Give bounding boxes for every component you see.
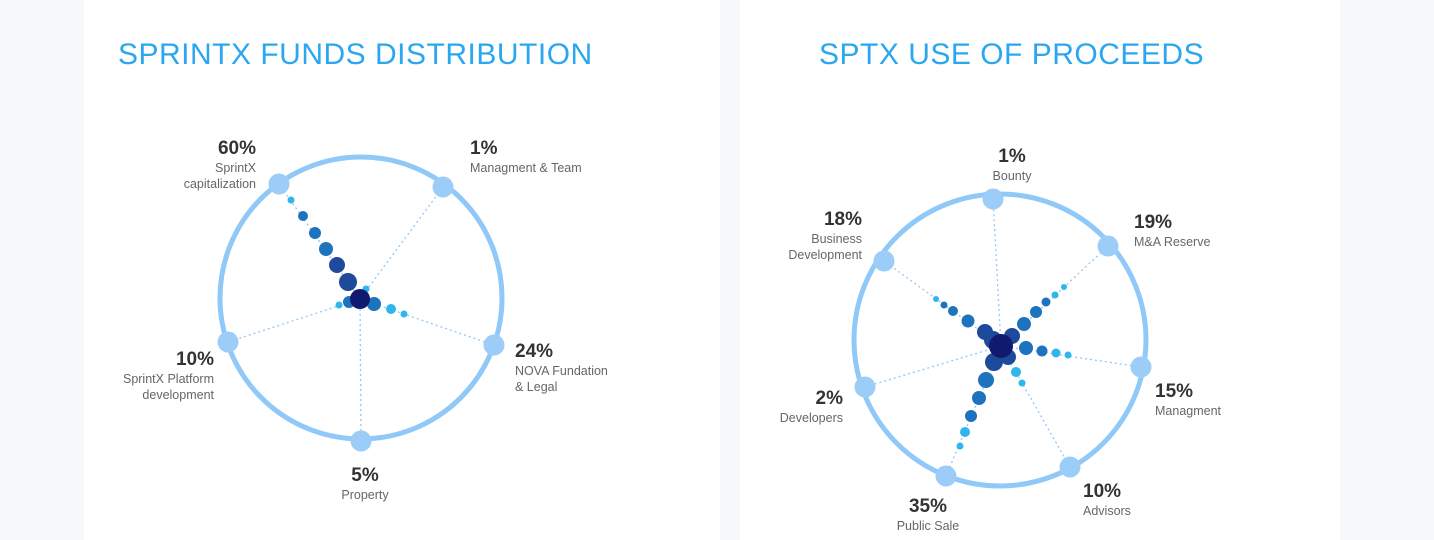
arm-dot — [400, 310, 408, 318]
arm-dot — [386, 304, 396, 314]
right-chart-panel — [740, 0, 1340, 540]
slice-label: SprintX Platform — [123, 372, 214, 386]
slice-node — [432, 176, 454, 198]
slice-percent: 1% — [470, 138, 498, 159]
arm-dot — [972, 391, 986, 405]
slice-node — [1097, 235, 1119, 257]
arm-dot — [948, 306, 958, 316]
connector-line — [1000, 345, 1071, 468]
arm-dot — [319, 242, 333, 256]
connector-line — [992, 198, 1002, 347]
slice-percent: 10% — [1083, 481, 1121, 502]
slice-label: Public Sale — [897, 519, 960, 533]
slice-node — [1059, 456, 1081, 478]
center-dot — [350, 289, 370, 309]
arm-dot — [309, 227, 321, 239]
arm-dot — [367, 297, 381, 311]
slice-percent: 19% — [1134, 212, 1172, 233]
connector-line — [359, 298, 495, 346]
slice-label: Managment — [1155, 404, 1222, 418]
slice-percent: 10% — [176, 349, 214, 370]
arm-dot — [940, 301, 948, 309]
arm-dot — [978, 372, 994, 388]
arm-dot — [298, 211, 308, 221]
slice-label: Development — [788, 248, 862, 262]
arm-dot — [1019, 341, 1033, 355]
slice-percent: 60% — [218, 138, 256, 159]
slice-label: Developers — [780, 411, 843, 425]
connector-line — [359, 298, 362, 442]
arm-dot — [335, 301, 343, 309]
left-chart-panel — [84, 0, 720, 540]
arm-dot — [1018, 379, 1026, 387]
slice-node — [268, 173, 290, 195]
slice-label: & Legal — [515, 380, 557, 394]
slice-label: Bounty — [993, 169, 1033, 183]
arm-dot — [956, 442, 964, 450]
connector-line — [278, 183, 361, 300]
slice-label: SprintX — [215, 161, 257, 175]
slice-node — [483, 334, 505, 356]
connector-line — [883, 260, 1002, 347]
slice-percent: 2% — [816, 388, 844, 409]
connector-line — [864, 345, 1002, 388]
arm-dot — [329, 257, 345, 273]
arm-dot — [1041, 297, 1051, 307]
connector-line — [359, 186, 444, 300]
slice-label: Managment & Team — [470, 161, 582, 175]
slice-label: development — [142, 388, 214, 402]
arm-dot — [1011, 367, 1021, 377]
slice-node — [854, 376, 876, 398]
slice-label: M&A Reserve — [1134, 235, 1210, 249]
slice-node — [873, 250, 895, 272]
arm-dot — [287, 196, 295, 204]
arm-dot — [1017, 317, 1031, 331]
arm-dot — [1030, 306, 1042, 318]
slice-label: capitalization — [184, 177, 256, 191]
slice-label: Business — [811, 232, 862, 246]
arm-dot — [1051, 291, 1059, 299]
arm-dot — [339, 273, 357, 291]
arm-dot — [1051, 348, 1061, 358]
slice-percent: 18% — [824, 209, 862, 230]
arm-dot — [1036, 345, 1048, 357]
slice-percent: 24% — [515, 341, 553, 362]
funds-distribution-chart: 60% SprintX capitalization 1% Managment & Te… — [123, 138, 608, 502]
arm-dot — [960, 427, 970, 437]
slice-node — [350, 430, 372, 452]
slice-percent: 15% — [1155, 381, 1193, 402]
connector-line — [227, 298, 361, 343]
slice-node — [982, 188, 1004, 210]
slice-label: NOVA Fundation — [515, 364, 608, 378]
use-of-proceeds-chart: 1% Bounty 19% M&A Reserve 15% Managment 10% Adv… — [780, 146, 1222, 533]
slice-percent: 35% — [909, 496, 947, 517]
arm-dot — [933, 296, 939, 302]
use-of-proceeds-title: SPTX USE OF PROCEEDS — [819, 38, 1205, 71]
slice-percent: 1% — [998, 146, 1026, 167]
arm-dot — [965, 410, 977, 422]
arm-dot — [1064, 351, 1072, 359]
slice-percent: 5% — [351, 465, 379, 486]
slice-node — [217, 331, 239, 353]
slice-label: Advisors — [1083, 504, 1131, 518]
slice-label: Property — [341, 488, 389, 502]
funds-distribution-title: SPRINTX FUNDS DISTRIBUTION — [118, 38, 593, 71]
arm-dot — [961, 314, 975, 328]
slice-node — [1130, 356, 1152, 378]
center-dot — [989, 334, 1013, 358]
slice-node — [935, 465, 957, 487]
arm-dot — [1061, 284, 1067, 290]
